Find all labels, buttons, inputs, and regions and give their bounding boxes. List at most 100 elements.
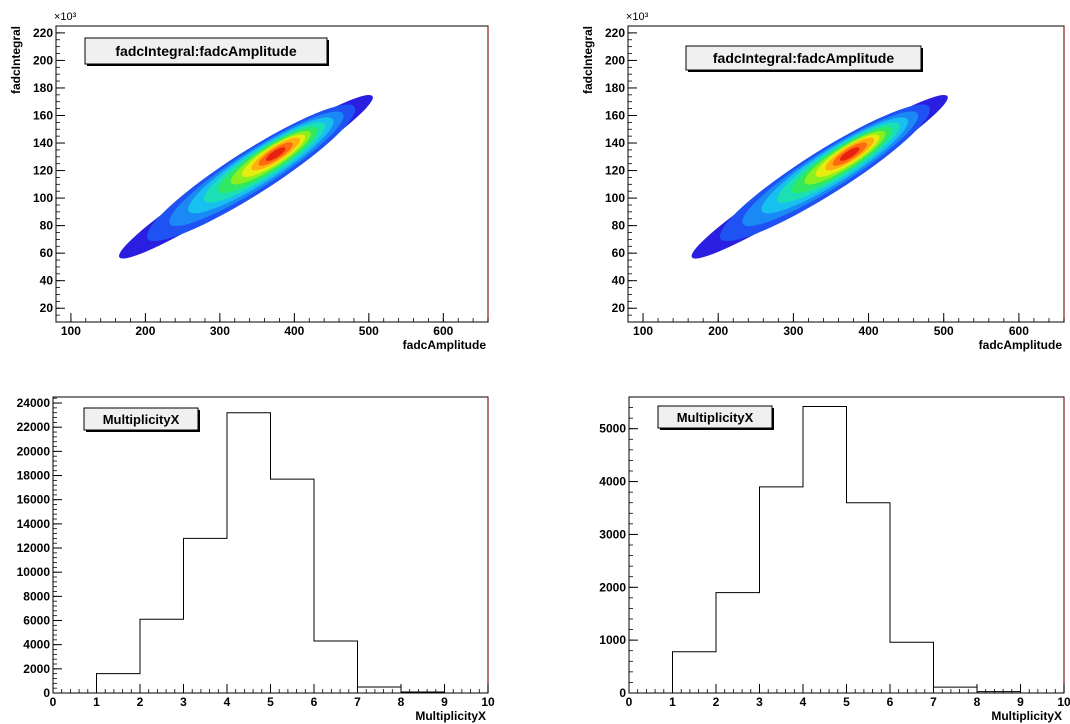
histogram-bin	[358, 687, 402, 693]
y-tick-label: 160	[33, 108, 53, 122]
x-tick-label: 7	[930, 695, 937, 709]
y-tick-label: 22000	[17, 420, 51, 434]
y-tick-label: 2000	[23, 662, 50, 676]
y-tick-label: 220	[33, 26, 53, 40]
y-tick-label: 16000	[17, 493, 51, 507]
y-tick-label: 18000	[17, 469, 51, 483]
y-tick-label: 140	[33, 136, 53, 150]
chart-title: MultiplicityX	[103, 412, 180, 427]
x-tick-label: 1	[93, 695, 100, 709]
y-tick-label: 12000	[17, 541, 51, 555]
y-tick-label: 80	[40, 219, 54, 233]
y-tick-label: 6000	[23, 614, 50, 628]
y-tick-label: 0	[619, 686, 626, 700]
x-tick-label: 5	[267, 695, 274, 709]
x-tick-label: 5	[843, 695, 850, 709]
x-tick-label: 2	[137, 695, 144, 709]
x-tick-label: 600	[1009, 324, 1029, 338]
title-box	[84, 37, 328, 65]
y-tick-label: 180	[33, 81, 53, 95]
histogram-bin	[803, 407, 847, 693]
y-tick-label: 8000	[23, 589, 50, 603]
y-tick-label: 180	[605, 81, 625, 95]
histogram-bin	[890, 642, 934, 693]
y-tick-label: 14000	[17, 517, 51, 531]
y-tick-label: 120	[33, 164, 53, 178]
y-tick-label: 40	[612, 274, 626, 288]
x-tick-label: 400	[284, 324, 304, 338]
y-tick-label: 4000	[599, 475, 626, 489]
x-tick-label: 4	[800, 695, 807, 709]
title-box	[657, 405, 773, 429]
x-tick-label: 6	[887, 695, 894, 709]
x-tick-label: 300	[783, 324, 803, 338]
y-tick-label: 0	[43, 686, 50, 700]
y-axis-label: fadcIntegral	[581, 26, 595, 94]
x-tick-label: 9	[441, 695, 448, 709]
x-tick-label: 8	[398, 695, 405, 709]
y-tick-label: 60	[40, 246, 54, 260]
y-tick-label: 40	[40, 274, 54, 288]
x-tick-label: 3	[180, 695, 187, 709]
histogram-bin	[97, 674, 141, 693]
chart-panel-3: 0 1 2 3 4 5 6 7 8 9 10 0 2000 4000 6000 8000 10000 12000 1…	[17, 396, 495, 723]
heatmap-density	[118, 94, 373, 259]
histogram-bin	[140, 619, 184, 693]
y-axis-exponent: ×10³	[626, 11, 649, 23]
y-tick-label: 100	[605, 191, 625, 205]
histogram-bin	[847, 503, 891, 693]
density-contour-level	[265, 147, 286, 161]
x-tick-label: 0	[50, 695, 57, 709]
y-tick-label: 20	[40, 301, 54, 315]
y-tick-label: 200	[33, 53, 53, 67]
histogram-bin	[184, 538, 228, 693]
x-tick-label: 0	[626, 695, 633, 709]
x-axis-label: MultiplicityX	[991, 709, 1062, 723]
x-tick-label: 6	[311, 695, 318, 709]
x-axis-label: MultiplicityX	[415, 709, 486, 723]
x-tick-label: 500	[934, 324, 954, 338]
y-tick-label: 4000	[23, 638, 50, 652]
histogram-bin	[401, 692, 445, 693]
chart-title: fadcIntegral:fadcAmplitude	[713, 50, 894, 66]
chart-title: MultiplicityX	[677, 410, 754, 425]
x-tick-label: 10	[481, 695, 495, 709]
x-tick-label: 7	[354, 695, 361, 709]
histogram-bin	[271, 479, 315, 693]
x-tick-label: 9	[1017, 695, 1024, 709]
y-tick-label: 20000	[17, 444, 51, 458]
x-axis-label: fadcAmplitude	[979, 338, 1063, 352]
x-tick-label: 500	[359, 324, 379, 338]
x-tick-label: 3	[756, 695, 763, 709]
y-axis-label: fadcIntegral	[9, 26, 23, 94]
y-tick-label: 24000	[17, 396, 51, 410]
histogram-bin	[673, 652, 717, 693]
x-tick-label: 100	[61, 324, 81, 338]
chart-panel-2: 100 200 300 400 500 600 20 40 60 80 100 120 140 160 18…	[581, 11, 1065, 352]
x-tick-label: 300	[210, 324, 230, 338]
heatmap-density	[691, 94, 948, 259]
x-tick-label: 200	[708, 324, 728, 338]
x-tick-label: 100	[633, 324, 653, 338]
x-tick-label: 400	[859, 324, 879, 338]
y-tick-label: 10000	[17, 565, 51, 579]
x-tick-label: 8	[974, 695, 981, 709]
y-tick-label: 200	[605, 53, 625, 67]
y-tick-label: 5000	[599, 422, 626, 436]
y-tick-label: 20	[612, 301, 626, 315]
x-tick-label: 4	[224, 695, 231, 709]
y-tick-label: 160	[605, 108, 625, 122]
x-tick-label: 600	[433, 324, 453, 338]
histogram-bin	[716, 593, 760, 693]
histogram-bin	[227, 413, 271, 693]
x-axis-label: fadcAmplitude	[403, 338, 487, 352]
x-tick-label: 2	[713, 695, 720, 709]
y-tick-label: 2000	[599, 580, 626, 594]
chart-panel-1: 100 200 300 400 500 600 20 40 60 80 100 120 140 160 18…	[9, 11, 489, 352]
histogram-bin	[314, 641, 358, 693]
density-contour-level	[839, 147, 860, 161]
x-tick-label: 200	[135, 324, 155, 338]
y-tick-label: 100	[33, 191, 53, 205]
chart-title: fadcIntegral:fadcAmplitude	[115, 43, 296, 59]
